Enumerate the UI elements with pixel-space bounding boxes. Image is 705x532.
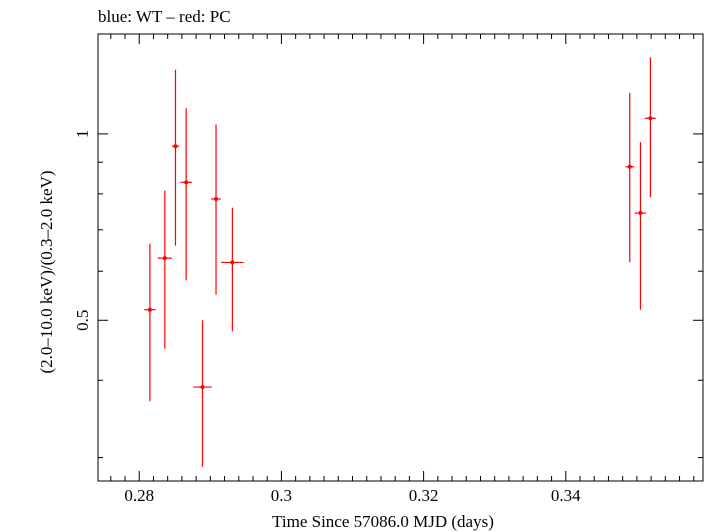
chart-title: blue: WT – red: PC [98, 7, 231, 26]
x-tick-label: 0.34 [551, 486, 581, 505]
data-point [214, 196, 219, 201]
data-point [648, 116, 653, 121]
data-point [162, 256, 167, 261]
y-axis-tick-labels: 0.51 [73, 130, 92, 331]
data-point [638, 211, 643, 216]
data-point [200, 385, 205, 390]
x-axis-tick-labels: 0.28 0.3 0.32 0.34 [124, 486, 581, 505]
x-axis-ticks [110, 34, 695, 481]
x-tick-label: 0.28 [124, 486, 154, 505]
data-point [230, 260, 235, 265]
data-point [184, 180, 189, 185]
y-axis-ticks [98, 133, 703, 459]
data-point [173, 144, 178, 149]
y-tick-label: 0.5 [73, 310, 92, 331]
y-tick-label: 1 [73, 130, 92, 139]
data-point [147, 307, 152, 312]
data-points [144, 57, 657, 467]
data-point [627, 164, 632, 169]
x-axis-label: Time Since 57086.0 MJD (days) [272, 512, 494, 531]
x-tick-label: 0.32 [409, 486, 439, 505]
x-tick-label: 0.3 [271, 486, 292, 505]
plot-frame [97, 33, 704, 482]
y-axis-label: (2.0–10.0 keV)/(0.3–2.0 keV) [37, 170, 56, 373]
